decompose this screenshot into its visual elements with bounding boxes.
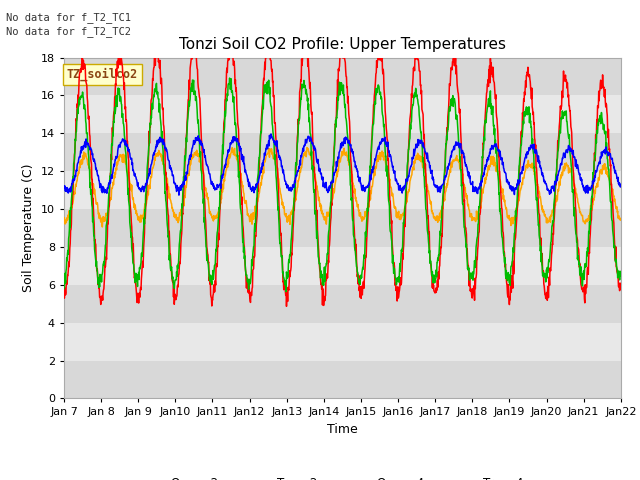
Bar: [64, 96, 621, 133]
Text: No data for f_T2_TC2: No data for f_T2_TC2: [6, 26, 131, 37]
Text: TZ_soilco2: TZ_soilco2: [67, 68, 138, 81]
Title: Tonzi Soil CO2 Profile: Upper Temperatures: Tonzi Soil CO2 Profile: Upper Temperatur…: [179, 37, 506, 52]
Bar: [64, 133, 621, 171]
Bar: [64, 171, 621, 209]
Bar: [64, 58, 621, 96]
Legend: Open -2cm, Tree -2cm, Open -4cm, Tree -4cm: Open -2cm, Tree -2cm, Open -4cm, Tree -4…: [139, 472, 546, 480]
Bar: [64, 285, 621, 323]
Bar: [64, 323, 621, 360]
Bar: [64, 209, 621, 247]
Y-axis label: Soil Temperature (C): Soil Temperature (C): [22, 164, 35, 292]
Bar: [64, 360, 621, 398]
X-axis label: Time: Time: [327, 423, 358, 436]
Bar: [64, 247, 621, 285]
Text: No data for f_T2_TC1: No data for f_T2_TC1: [6, 12, 131, 23]
